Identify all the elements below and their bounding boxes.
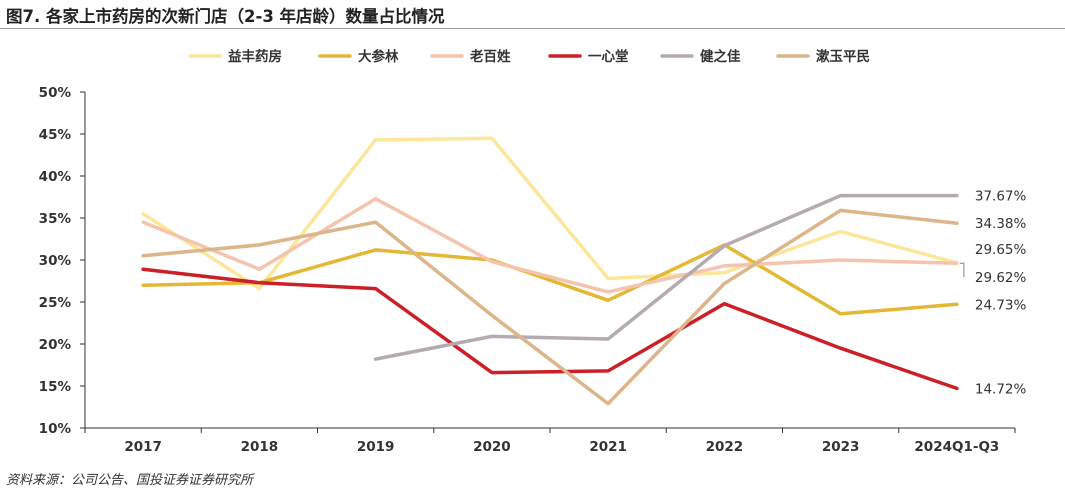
end-value-label-6: 14.72% [975,381,1027,397]
series-line-1 [141,136,959,291]
line-chart: 10% 15% 20% 25% 30% 35% 40% 45% 50% 2017 2018 2019 2… [39,48,1027,455]
series-line-3 [141,196,959,294]
x-tick-label: 2017 [124,439,162,455]
legend-label-6: 漱玉平民 [816,48,870,65]
y-tick-label: 35% [39,211,72,227]
y-tick-label: 50% [39,85,72,101]
legend-label-4: 一心堂 [588,48,629,65]
end-value-label-5: 24.73% [975,297,1027,313]
end-value-label-1: 37.67% [975,189,1027,205]
legend-label-2: 大参林 [358,48,399,65]
series-line-2 [141,243,959,316]
x-tick-label: 2023 [822,439,860,455]
end-value-label-3: 29.65% [975,242,1027,258]
x-tick-label: 2024Q1-Q3 [914,439,999,455]
series-line-6 [141,208,959,406]
x-tick-label: 2018 [241,439,279,455]
series-line-4 [141,267,959,391]
y-tick-label: 10% [39,421,72,437]
end-value-label-2: 34.38% [975,216,1027,232]
y-tick-label: 45% [39,127,72,143]
end-value-label-4: 29.62% [975,270,1027,286]
x-tick-label: 2019 [357,439,395,455]
source-note: 资料来源：公司公告、国投证券证券研究所 [6,473,254,488]
y-tick-label: 40% [39,169,72,185]
y-tick-label: 20% [39,337,72,353]
x-tick-label: 2022 [706,439,744,455]
y-tick-label: 30% [39,253,72,269]
y-tick-label: 15% [39,379,72,395]
title-divider [0,28,1065,29]
end-label-leader [959,262,965,278]
y-tick-label: 25% [39,295,72,311]
page-title: 图7. 各家上市药房的次新门店（2-3 年店龄）数量占比情况 [6,7,445,26]
legend-label-1: 益丰药房 [228,48,282,65]
series-line-5 [373,193,959,361]
legend-label-5: 健之佳 [700,48,741,65]
x-tick-label: 2020 [473,439,511,455]
x-tick-label: 2021 [589,439,627,455]
legend-label-3: 老百姓 [470,48,511,65]
